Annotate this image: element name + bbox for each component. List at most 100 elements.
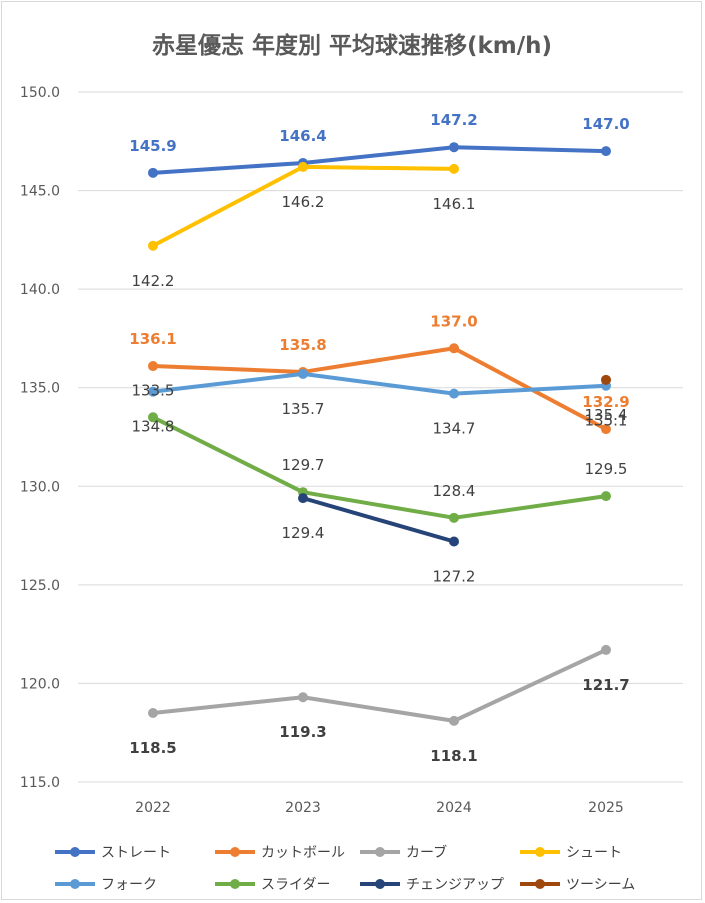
data-point — [148, 240, 158, 251]
data-label: 118.5 — [129, 739, 176, 757]
y-tick-label: 150.0 — [20, 85, 60, 101]
series-s2 — [148, 644, 611, 726]
data-point — [298, 368, 308, 379]
y-tick-label: 140.0 — [20, 282, 60, 298]
data-point — [148, 412, 158, 423]
legend-marker — [230, 879, 240, 889]
series-group — [148, 142, 611, 726]
data-label: 128.4 — [433, 482, 476, 500]
legend-item: スライダー — [215, 877, 330, 893]
data-labels: 145.9 146.4 147.2 147.0 136.1 135.8 137.0 132.9… — [129, 111, 629, 765]
series-line — [151, 415, 608, 520]
data-point — [601, 146, 611, 157]
x-tick-label: 2025 — [588, 800, 624, 816]
data-label: 146.2 — [282, 193, 325, 211]
series-s3 — [148, 161, 459, 251]
data-label: 145.9 — [129, 137, 176, 155]
y-tick-label: 115.0 — [20, 775, 60, 791]
data-label: 129.7 — [282, 456, 325, 474]
legend-label: スライダー — [261, 877, 330, 893]
data-label: 137.0 — [430, 312, 477, 330]
data-point — [601, 374, 611, 385]
legend-item: チェンジアップ — [360, 877, 504, 893]
data-label: 147.0 — [582, 115, 629, 133]
series-line — [151, 371, 608, 396]
series-s4 — [148, 368, 611, 399]
data-point — [148, 361, 158, 372]
x-axis: 2022 2023 2024 2025 — [135, 800, 624, 816]
series-line — [151, 145, 608, 175]
legend-label: カーブ — [406, 844, 447, 861]
data-point — [449, 163, 459, 174]
series-s0 — [148, 142, 611, 178]
data-point — [449, 142, 459, 153]
legend-item: カットボール — [215, 845, 345, 861]
data-point — [449, 536, 459, 547]
data-label: 129.5 — [585, 460, 628, 478]
legend-label: カットボール — [261, 845, 345, 861]
legend-marker — [230, 847, 240, 857]
data-label: 136.1 — [129, 330, 176, 348]
data-point — [449, 715, 459, 726]
data-label: 146.4 — [279, 127, 326, 145]
data-point — [449, 512, 459, 523]
legend-marker — [375, 879, 385, 889]
legend-marker — [535, 879, 545, 889]
legend-label: ツーシーム — [566, 877, 635, 893]
legend-marker — [70, 879, 80, 889]
data-point — [148, 167, 158, 178]
data-label: 133.5 — [132, 381, 175, 399]
x-tick-label: 2022 — [135, 800, 171, 816]
series-s7 — [601, 374, 611, 385]
data-label: 146.1 — [433, 195, 476, 213]
data-point — [449, 388, 459, 399]
legend-marker — [70, 847, 80, 857]
data-point — [449, 343, 459, 354]
data-point — [601, 644, 611, 655]
data-label: 129.4 — [282, 524, 325, 542]
data-label: 118.1 — [430, 747, 477, 765]
data-label: 132.9 — [582, 393, 629, 411]
legend-item: シュート — [520, 845, 622, 861]
data-label: 119.3 — [279, 723, 326, 741]
data-point — [601, 424, 611, 435]
data-label: 134.7 — [433, 420, 476, 438]
legend-label: ストレート — [101, 845, 171, 861]
data-label: 142.2 — [132, 272, 175, 290]
data-label: 135.7 — [282, 400, 325, 418]
legend-label: チェンジアップ — [406, 877, 504, 893]
legend-label: シュート — [566, 845, 622, 861]
data-label: 134.8 — [132, 418, 175, 436]
data-label: 135.1 — [585, 412, 628, 430]
legend-marker — [535, 847, 545, 857]
series-s6 — [298, 493, 459, 547]
series-line — [151, 647, 608, 723]
data-label: 121.7 — [582, 676, 629, 694]
data-label: 147.2 — [430, 111, 477, 129]
y-tick-label: 125.0 — [20, 578, 60, 594]
y-tick-label: 135.0 — [20, 381, 60, 397]
data-label: 127.2 — [433, 567, 476, 585]
x-tick-label: 2023 — [285, 800, 321, 816]
legend-item: ストレート — [55, 845, 171, 861]
x-tick-label: 2024 — [436, 800, 472, 816]
y-tick-label: 120.0 — [20, 676, 60, 692]
y-axis: 115.0 120.0 125.0 130.0 135.0 140.0 145.0 150.0 — [20, 85, 60, 791]
legend-item: カーブ — [360, 844, 447, 861]
legend-label: フォーク — [101, 877, 157, 893]
legend-item: フォーク — [55, 877, 157, 893]
data-point — [601, 491, 611, 502]
data-point — [148, 386, 158, 397]
chart-title: 赤星優志 年度別 平均球速推移(km/h) — [152, 32, 552, 59]
series-s5 — [148, 412, 611, 523]
data-point — [148, 708, 158, 718]
y-tick-label: 130.0 — [20, 479, 60, 495]
data-point — [298, 161, 308, 172]
data-point — [298, 692, 308, 703]
data-label: 135.8 — [279, 336, 326, 354]
legend-marker — [375, 847, 385, 857]
legend-item: ツーシーム — [520, 877, 635, 893]
series-line — [301, 496, 456, 544]
